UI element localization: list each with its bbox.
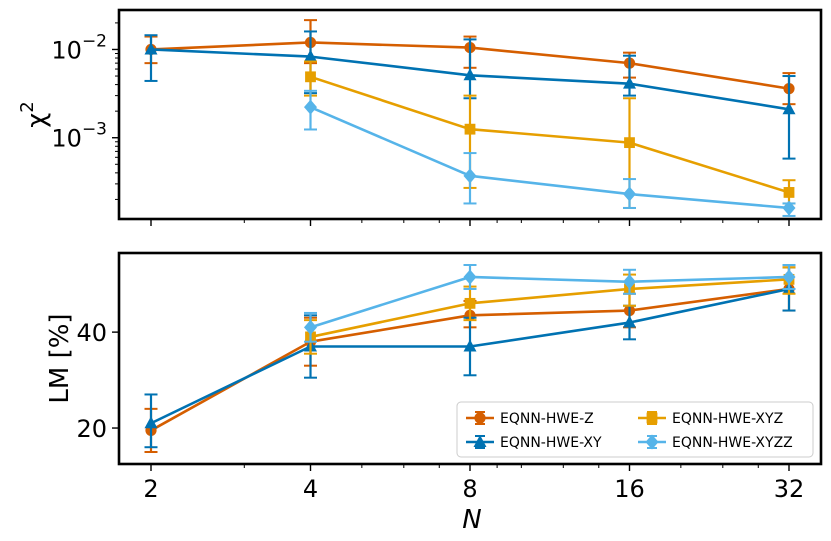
- x-tick-label: 16: [614, 475, 645, 503]
- data-point: [304, 319, 317, 335]
- plot-frame: [117, 8, 823, 221]
- series-line: [310, 275, 790, 329]
- legend-marker: [473, 435, 487, 447]
- data-point: [624, 137, 635, 149]
- data-point: [623, 315, 636, 328]
- tick-base: 10: [51, 125, 82, 153]
- data-point: [304, 49, 317, 62]
- tick-base: 10: [51, 36, 82, 64]
- data-point: [782, 200, 796, 216]
- plot-frame: [117, 251, 823, 466]
- data-point: [464, 297, 476, 309]
- data-point: [144, 42, 158, 55]
- y-tick-label: 40: [76, 319, 107, 347]
- series-eqnn-hwe-xyzz: [304, 89, 796, 217]
- series-line: [310, 278, 790, 339]
- data-point: [305, 71, 316, 83]
- legend-marker: [645, 434, 659, 450]
- tick-exponent: −3: [82, 120, 107, 140]
- y-axis-label: LM [%]: [45, 313, 75, 403]
- data-point: [464, 123, 476, 135]
- legend-entry-eqnn-hwe-xy: EQNN-HWE-XY: [466, 435, 602, 451]
- data-point: [783, 187, 795, 198]
- legend-marker: [646, 412, 658, 424]
- series-line: [309, 105, 790, 210]
- data-point: [304, 99, 317, 115]
- series-line: [310, 75, 790, 194]
- y-tick-label: 10−2: [51, 31, 107, 64]
- legend-entry-eqnn-hwe-z: EQNN-HWE-Z: [466, 411, 594, 427]
- y-axis-label-superscript: 2: [17, 101, 38, 112]
- y-axis-label: χ2: [17, 101, 52, 127]
- legend-label: EQNN-HWE-Z: [500, 411, 594, 427]
- x-tick-label: 2: [143, 475, 158, 503]
- data-point: [463, 168, 477, 184]
- data-point: [463, 269, 477, 285]
- y-tick-label: 10−3: [51, 120, 107, 153]
- series-eqnn-hwe-xy: [144, 30, 796, 160]
- data-point: [623, 76, 636, 89]
- data-point: [623, 186, 636, 202]
- x-tick-label: 4: [303, 475, 318, 503]
- x-tick-label: 8: [462, 475, 477, 503]
- legend-marker: [474, 412, 486, 424]
- data-point: [623, 274, 636, 290]
- chi-squared-panel: 10−210−3χ2: [17, 8, 823, 226]
- data-point: [463, 68, 477, 81]
- x-tick-label: 32: [774, 475, 805, 503]
- legend-entry-eqnn-hwe-xyz: EQNN-HWE-XYZ: [638, 411, 783, 427]
- x-axis-label: N: [462, 505, 481, 535]
- legend: EQNN-HWE-Z EQNN-HWE-XY EQNN-HWE-XYZ EQNN-HW…: [456, 401, 814, 458]
- series-eqnn-hwe-xyzz: [304, 263, 796, 343]
- data-point: [463, 339, 477, 352]
- data-point: [782, 269, 796, 285]
- tick-exponent: −2: [82, 31, 107, 51]
- y-axis-label-symbol: χ: [22, 113, 52, 128]
- data-point: [782, 102, 796, 115]
- legend-box: [456, 401, 814, 458]
- data-point: [144, 416, 158, 429]
- legend-label: EQNN-HWE-XYZ: [672, 411, 783, 427]
- legend-label: EQNN-HWE-XY: [500, 435, 602, 451]
- y-tick-label: 20: [76, 415, 107, 443]
- legend-label: EQNN-HWE-XYZZ: [672, 435, 793, 451]
- legend-entry-eqnn-hwe-xyzz: EQNN-HWE-XYZZ: [638, 434, 793, 451]
